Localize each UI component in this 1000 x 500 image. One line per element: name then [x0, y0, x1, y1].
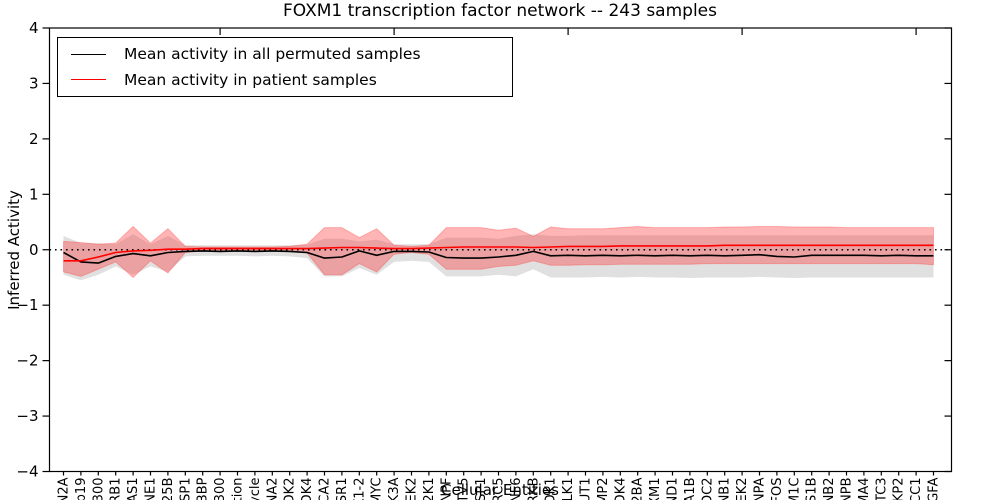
- x-tick-label: TGFA: [927, 477, 942, 500]
- permuted-line-swatch: [71, 53, 106, 55]
- legend-label-patient: Mean activity in patient samples: [124, 70, 377, 89]
- y-tick-label: 2: [29, 130, 39, 148]
- legend: Mean activity in all permuted samples Me…: [57, 37, 513, 97]
- x-tick-label: CHEK2: [405, 478, 420, 500]
- x-tick-label: CCNE1: [144, 478, 159, 500]
- x-tick-label: ESR1: [335, 478, 350, 500]
- y-tick-label: 4: [29, 19, 39, 37]
- x-tick-label: CCNB1/CDK1: [544, 478, 559, 500]
- x-tick-label: RB1: [109, 478, 124, 500]
- y-tick-label: −4: [16, 463, 38, 481]
- x-tick-label: FOXM1B/HNF6: [509, 478, 524, 500]
- chart-title: FOXM1 transcription factor network -- 24…: [283, 1, 717, 21]
- patient-std-band: [63, 225, 934, 279]
- y-tick-label: −1: [16, 296, 38, 314]
- patient-line-swatch: [71, 79, 106, 81]
- x-tick-label: ONECUT1: [579, 478, 594, 500]
- x-tick-label: RB1/FOXM1C: [787, 478, 802, 500]
- x-tick-label: BRCA2: [318, 478, 333, 500]
- y-tick-label: 1: [29, 185, 39, 203]
- x-tick-label: XRCC1: [909, 478, 924, 500]
- x-tick-label: CDC25B: [161, 478, 176, 500]
- x-tick-label: CDK4: [300, 478, 315, 500]
- x-category-labels: CDKN2AFOXM1B/p19FOXM1B/Cbp/p300RB1GAS1CC…: [57, 477, 942, 500]
- x-tick-label: CCNA2: [265, 478, 280, 500]
- x-tick-label: Cyclin D1/CDK4: [613, 478, 628, 500]
- x-tick-label: CREBBP: [196, 477, 211, 500]
- x-tick-label: GAS1: [126, 478, 141, 500]
- x-tick-label: NEK2: [735, 478, 750, 500]
- x-axis-ticks: [62, 471, 935, 476]
- y-tick-label: 0: [29, 241, 39, 259]
- x-tick-label: AURKB: [526, 478, 541, 500]
- x-axis-label: Cellular Entities: [441, 481, 559, 499]
- x-tick-label: SP1: [178, 478, 193, 500]
- y-tick-label: 3: [29, 74, 39, 92]
- x-tick-label: MMP2: [596, 478, 611, 500]
- x-tick-label: FOXM1B/p19: [74, 478, 89, 500]
- x-tick-label: FOXM1C/SP1: [474, 477, 489, 500]
- x-tick-label: CDKN2A: [57, 477, 72, 500]
- x-tick-label: Cyclin A-E1/CDK1-2: [352, 478, 367, 500]
- x-tick-label: CCNB1: [718, 478, 733, 500]
- x-tick-label: EP300: [213, 478, 228, 500]
- x-tick-label: CDC2: [700, 478, 715, 500]
- legend-item-permuted: Mean activity in all permuted samples: [71, 45, 512, 63]
- y-tick-label: −3: [16, 407, 38, 425]
- x-tick-label: BIRC5: [492, 478, 507, 500]
- patient-mean-line: [63, 244, 934, 262]
- x-tick-label: SKP2: [892, 478, 907, 500]
- y-tick-label: −2: [16, 352, 38, 370]
- x-tick-label: GSK3A: [387, 477, 402, 500]
- x-tick-label: CENPF: [439, 478, 454, 500]
- x-tick-label: NFATC3: [874, 478, 889, 500]
- x-tick-label: PLK1: [561, 478, 576, 500]
- x-tick-label: response to radiation: [231, 478, 246, 500]
- x-tick-label: G2/M transition of mitotic cell cycle: [248, 478, 263, 500]
- top-axis-ticks: [219, 28, 917, 35]
- x-tick-label: FOS: [770, 478, 785, 500]
- x-tick-label: FOXM1B/Cbp/p300: [91, 478, 106, 500]
- x-tick-label: CKS1B: [805, 478, 820, 500]
- x-tick-label: CCNB2: [822, 478, 837, 500]
- permuted-mean-line: [63, 250, 934, 264]
- x-tick-label: ETV5: [457, 478, 472, 500]
- x-tick-label: CCND1: [666, 478, 681, 500]
- legend-label-permuted: Mean activity in all permuted samples: [124, 45, 421, 64]
- y-axis-ticks: 4 3 2 1 0 −1 −2 −3 −4: [16, 19, 952, 481]
- x-tick-label: CDK2: [283, 478, 298, 500]
- x-tick-label: MAP2K1: [422, 478, 437, 500]
- legend-item-patient: Mean activity in patient samples: [71, 71, 512, 89]
- x-tick-label: HSPA1B: [683, 478, 698, 500]
- x-tick-label: CENPA: [753, 477, 768, 500]
- x-tick-label: CENPB: [840, 478, 855, 500]
- x-tick-label: HIST1H2BA: [631, 477, 646, 500]
- x-tick-label: LAMA4: [857, 478, 872, 500]
- x-tick-label: MYC: [370, 478, 385, 500]
- x-tick-label: FOXM1: [648, 478, 663, 500]
